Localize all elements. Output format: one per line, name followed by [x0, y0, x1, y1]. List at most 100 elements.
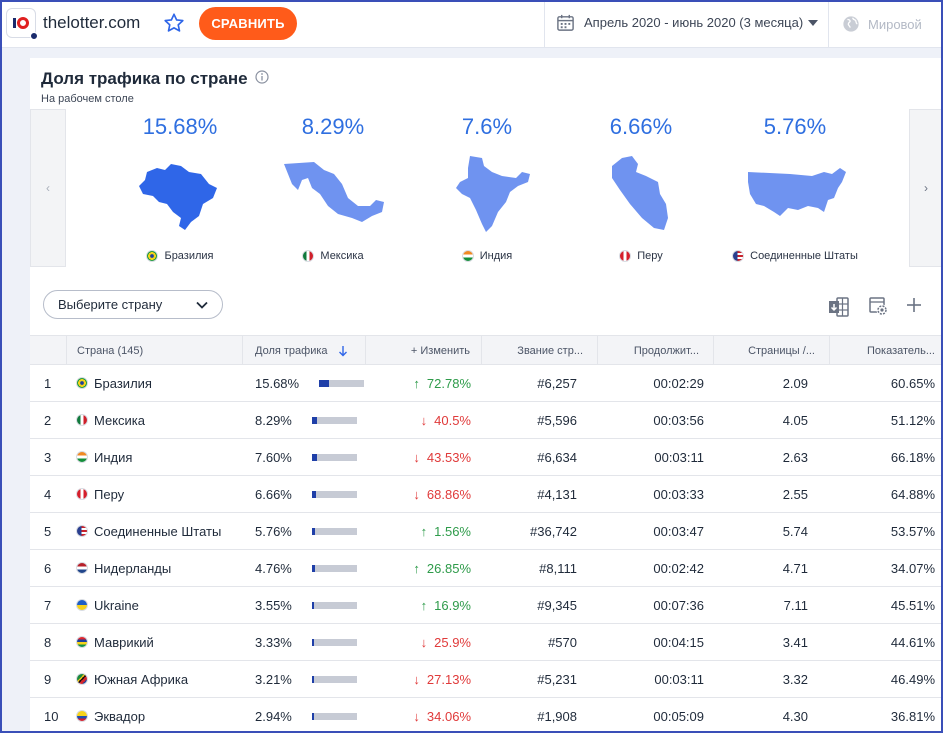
- top-country-card[interactable]: 6.66% Перу: [566, 112, 716, 262]
- row-country-name: Ukraine: [94, 597, 139, 613]
- flag-icon: [146, 250, 159, 262]
- info-icon[interactable]: [255, 70, 269, 84]
- traffic-table: Страна (145) Доля трафика + Изменить Зва…: [30, 335, 943, 733]
- col-visit-duration[interactable]: Продолжит...: [598, 336, 714, 365]
- mexico-map-icon: [284, 162, 384, 222]
- excel-export-icon[interactable]: [828, 296, 850, 318]
- row-change-value: 27.13%: [426, 671, 471, 687]
- flag-icon: [76, 525, 88, 537]
- col-pages-per-visit[interactable]: Страницы /...: [714, 336, 830, 365]
- row-country[interactable]: Южная Африка: [76, 661, 188, 697]
- chevron-right-icon: ›: [924, 181, 928, 195]
- region-selector[interactable]: Мировой: [842, 15, 922, 33]
- row-traffic-share: 3.55%: [255, 587, 357, 623]
- row-bounce: 64.88%: [890, 486, 935, 502]
- table-row[interactable]: 10 Эквадор 2.94% ↓ 34.06% #1,908 00:05:0…: [30, 698, 943, 733]
- table-row[interactable]: 7 Ukraine 3.55% ↑ 16.9% #9,345 00:07:36 …: [30, 587, 943, 624]
- row-country[interactable]: Эквадор: [76, 698, 145, 733]
- arrow-down-icon: ↓: [420, 412, 428, 428]
- chevron-down-icon: [196, 301, 208, 309]
- row-bounce: 34.07%: [890, 560, 935, 576]
- share-bar: [311, 453, 357, 461]
- row-rank: #5,231: [537, 671, 577, 687]
- arrow-up-icon: ↑: [413, 560, 420, 576]
- top-country-card[interactable]: 8.29% Мексика: [258, 112, 408, 262]
- row-country[interactable]: Соединенные Штаты: [76, 513, 221, 549]
- top-country-card[interactable]: 5.76% Соединенные Штаты: [720, 112, 870, 262]
- table-row[interactable]: 5 Соединенные Штаты 5.76% ↑ 1.56% #36,74…: [30, 513, 943, 550]
- row-duration: 00:03:33: [653, 486, 704, 502]
- row-change-value: 43.53%: [426, 449, 471, 465]
- share-bar-fill: [311, 453, 317, 461]
- table-row[interactable]: 3 Индия 7.60% ↓ 43.53% #6,634 00:03:11 2…: [30, 439, 943, 476]
- row-country[interactable]: Нидерланды: [76, 550, 171, 586]
- row-pages: 2.55: [782, 486, 808, 502]
- compare-button[interactable]: СРАВНИТЬ: [199, 7, 297, 40]
- row-traffic-share: 5.76%: [255, 513, 357, 549]
- column-settings-icon[interactable]: [868, 296, 890, 318]
- row-traffic-share: 2.94%: [255, 698, 357, 733]
- row-country[interactable]: Индия: [76, 439, 132, 475]
- top-country-card[interactable]: 7.6% Индия: [412, 112, 562, 262]
- flag-icon: [76, 414, 88, 426]
- row-index: 8: [44, 634, 52, 650]
- carousel-next-button[interactable]: ›: [909, 109, 943, 267]
- globe-icon: [843, 16, 859, 32]
- row-country[interactable]: Перу: [76, 476, 124, 512]
- country-name: Бразилия: [164, 250, 214, 262]
- row-share-value: 7.60%: [255, 449, 292, 465]
- share-bar-fill: [319, 379, 329, 387]
- row-share-value: 8.29%: [255, 412, 292, 428]
- date-range-picker[interactable]: Апрель 2020 - июнь 2020 (3 месяца): [556, 13, 819, 32]
- row-traffic-share: 7.60%: [255, 439, 357, 475]
- top-country-card[interactable]: 15.68% Бразилия: [105, 112, 255, 262]
- row-change: ↑ 72.78%: [366, 365, 471, 401]
- country-select[interactable]: Выберите страну: [43, 290, 223, 319]
- star-icon[interactable]: [163, 12, 185, 34]
- table-row[interactable]: 6 Нидерланды 4.76% ↑ 26.85% #8,111 00:02…: [30, 550, 943, 587]
- row-pages: 2.63: [782, 449, 808, 465]
- country-name: Индия: [479, 250, 513, 262]
- flag-icon: [76, 451, 88, 463]
- country-label: Соединенные Штаты: [720, 250, 870, 262]
- row-country[interactable]: Мексика: [76, 402, 145, 438]
- share-bar: [311, 564, 357, 572]
- table-row[interactable]: 2 Мексика 8.29% ↓ 40.5% #5,596 00:03:56 …: [30, 402, 943, 439]
- row-duration: 00:05:09: [653, 708, 704, 724]
- carousel-prev-button[interactable]: ‹: [30, 109, 66, 267]
- table-row[interactable]: 1 Бразилия 15.68% ↑ 72.78% #6,257 00:02:…: [30, 365, 943, 402]
- col-traffic-share[interactable]: Доля трафика: [243, 336, 366, 365]
- row-bounce: 44.61%: [890, 634, 935, 650]
- col-country-rank[interactable]: Звание стр...: [482, 336, 598, 365]
- flag-icon: [302, 250, 315, 262]
- row-share-value: 6.66%: [255, 486, 292, 502]
- row-country[interactable]: Маврикий: [76, 624, 154, 660]
- table-row[interactable]: 9 Южная Африка 3.21% ↓ 27.13% #5,231 00:…: [30, 661, 943, 698]
- status-dot: [30, 32, 38, 40]
- table-row[interactable]: 4 Перу 6.66% ↓ 68.86% #4,131 00:03:33 2.…: [30, 476, 943, 513]
- traffic-by-country-card: Доля трафика по стране На рабочем столе …: [30, 58, 943, 733]
- date-range-label: Апрель 2020 - июнь 2020 (3 месяца): [584, 15, 804, 30]
- row-change: ↓ 40.5%: [366, 402, 471, 438]
- add-icon[interactable]: [905, 296, 923, 314]
- row-index: 3: [44, 449, 52, 465]
- arrow-up-icon: ↑: [420, 597, 428, 613]
- arrow-down-icon: ↓: [413, 671, 420, 687]
- table-row[interactable]: 8 Маврикий 3.33% ↓ 25.9% #570 00:04:15 3…: [30, 624, 943, 661]
- country-label: Индия: [412, 250, 562, 262]
- col-bounce-rate[interactable]: Показатель...: [867, 344, 935, 357]
- row-bounce: 36.81%: [890, 708, 935, 724]
- col-change[interactable]: + Изменить: [366, 336, 482, 365]
- brazil-map-icon: [139, 164, 217, 230]
- card-title: Доля трафика по стране: [41, 69, 248, 88]
- row-duration: 00:02:42: [653, 560, 704, 576]
- col-index: [30, 336, 67, 365]
- arrow-down-icon: ↓: [413, 708, 420, 724]
- row-country[interactable]: Бразилия: [76, 365, 152, 401]
- share-bar-fill: [311, 675, 315, 683]
- share-bar-fill: [311, 527, 316, 535]
- row-country[interactable]: Ukraine: [76, 587, 139, 623]
- row-pages: 4.71: [782, 560, 808, 576]
- row-bounce: 66.18%: [890, 449, 935, 465]
- col-country[interactable]: Страна (145): [67, 336, 243, 365]
